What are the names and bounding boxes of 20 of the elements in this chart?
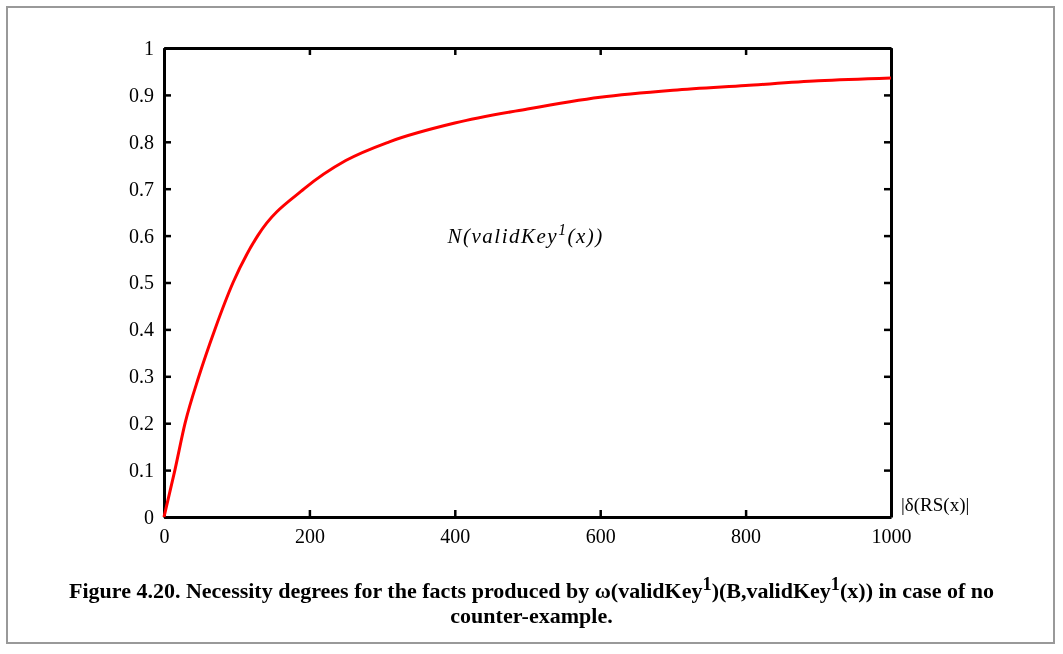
y-tick-label: 1 xyxy=(144,36,154,59)
y-tick-label: 0 xyxy=(144,505,154,528)
x-tick-label: 400 xyxy=(440,525,471,548)
x-tick-label: 1000 xyxy=(871,525,912,548)
chart-title: Figure 4.20. Necessity degrees for the facts produced by ω(validKey$^{1}$)(B,validKey$^{1}$(x)) in case of no counter-example. xyxy=(69,574,994,629)
y-tick-label: 0.1 xyxy=(129,459,154,481)
x-tick-label: 600 xyxy=(585,525,616,548)
y-tick-label: 0.3 xyxy=(129,365,154,388)
text: N(validKey$^{1}$(x)) xyxy=(446,220,604,248)
y-tick-label: 0.4 xyxy=(129,318,154,341)
x-tick-label: 0 xyxy=(159,525,170,548)
x-tick-label: 200 xyxy=(294,525,325,548)
y-tick-label: 0.7 xyxy=(129,177,154,200)
y-tick-label: 0.9 xyxy=(129,83,154,106)
y-tick-label: 0.5 xyxy=(129,271,154,294)
y-tick-label: 0.8 xyxy=(129,130,154,153)
x-axis-title: |δ(RS(x)| xyxy=(901,494,970,516)
y-tick-label: 0.2 xyxy=(129,412,154,435)
x-tick-label: 800 xyxy=(731,525,762,548)
y-tick-label: 0.6 xyxy=(129,224,154,247)
